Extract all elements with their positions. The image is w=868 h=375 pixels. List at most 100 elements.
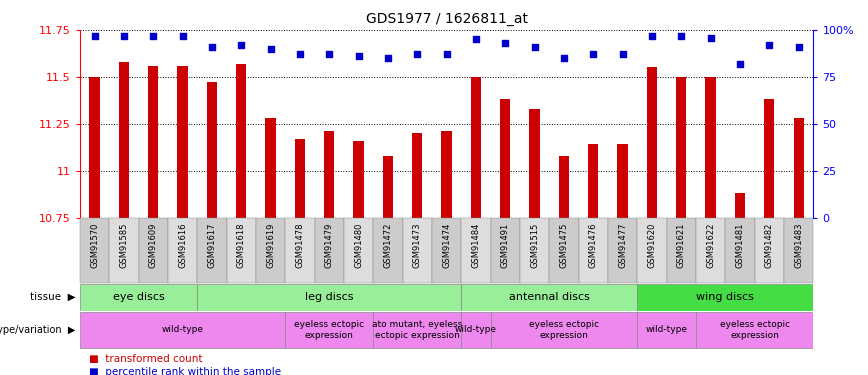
Bar — [754, 217, 784, 283]
Text: GSM91475: GSM91475 — [560, 223, 569, 268]
Bar — [637, 312, 696, 348]
Text: GSM91474: GSM91474 — [442, 223, 451, 268]
Bar — [470, 77, 481, 218]
Text: GSM91482: GSM91482 — [765, 223, 773, 268]
Bar — [412, 133, 423, 218]
Text: GSM91478: GSM91478 — [295, 223, 305, 268]
Bar — [266, 118, 276, 218]
Bar — [490, 217, 520, 283]
Text: GSM91484: GSM91484 — [471, 223, 480, 268]
Bar — [529, 109, 540, 217]
Point — [411, 51, 424, 57]
Text: wing discs: wing discs — [696, 292, 754, 302]
Text: wild-type: wild-type — [161, 326, 203, 334]
Bar — [647, 68, 657, 218]
Bar — [442, 131, 451, 218]
Bar — [80, 217, 109, 283]
Title: GDS1977 / 1626811_at: GDS1977 / 1626811_at — [365, 12, 528, 26]
Bar — [197, 217, 227, 283]
Point — [264, 46, 278, 52]
Text: wild-type: wild-type — [646, 326, 687, 334]
Bar — [735, 193, 745, 217]
Bar — [461, 284, 637, 310]
Bar — [667, 217, 696, 283]
Text: leg discs: leg discs — [305, 292, 353, 302]
Text: GSM91483: GSM91483 — [794, 223, 803, 268]
Bar — [520, 217, 549, 283]
Point — [762, 42, 776, 48]
Point — [205, 44, 219, 50]
Bar — [461, 217, 490, 283]
Text: GSM91621: GSM91621 — [677, 223, 686, 268]
Text: ■  transformed count: ■ transformed count — [89, 354, 202, 364]
Text: GSM91480: GSM91480 — [354, 223, 363, 268]
Point — [381, 55, 395, 61]
Bar — [579, 217, 608, 283]
Point — [322, 51, 336, 57]
Text: genotype/variation  ▶: genotype/variation ▶ — [0, 325, 76, 335]
Point — [792, 44, 806, 50]
Bar — [197, 284, 461, 310]
Point — [117, 33, 131, 39]
Point — [498, 40, 512, 46]
Bar — [617, 144, 628, 218]
Point — [645, 33, 659, 39]
Bar — [696, 217, 726, 283]
Bar — [432, 217, 461, 283]
Bar — [344, 217, 373, 283]
Bar — [168, 217, 197, 283]
Point — [439, 51, 453, 57]
Text: GSM91481: GSM91481 — [735, 223, 745, 268]
Bar — [177, 66, 187, 218]
Text: GSM91585: GSM91585 — [120, 223, 128, 268]
Bar — [119, 62, 129, 217]
Bar — [706, 77, 716, 218]
Bar — [784, 217, 813, 283]
Text: GSM91618: GSM91618 — [237, 223, 246, 268]
Point — [704, 34, 718, 40]
Text: GSM91491: GSM91491 — [501, 223, 510, 268]
Bar — [490, 312, 637, 348]
Text: GSM91617: GSM91617 — [207, 223, 216, 268]
Text: eye discs: eye discs — [113, 292, 164, 302]
Bar — [559, 156, 569, 218]
Point — [469, 36, 483, 42]
Bar — [726, 217, 754, 283]
Bar — [676, 77, 687, 218]
Point — [175, 33, 189, 39]
Point — [528, 44, 542, 50]
Bar — [373, 217, 403, 283]
Bar — [236, 64, 247, 217]
Bar — [549, 217, 579, 283]
Point — [674, 33, 688, 39]
Point — [586, 51, 600, 57]
Bar — [793, 118, 804, 218]
Bar — [403, 217, 432, 283]
Text: tissue  ▶: tissue ▶ — [30, 292, 76, 302]
Point — [615, 51, 629, 57]
Bar — [314, 217, 344, 283]
Bar — [89, 77, 100, 218]
Bar — [80, 312, 286, 348]
Text: eyeless ectopic
expression: eyeless ectopic expression — [720, 320, 790, 340]
Text: wild-type: wild-type — [455, 326, 496, 334]
Text: GSM91476: GSM91476 — [589, 223, 598, 268]
Point — [234, 42, 248, 48]
Text: GSM91473: GSM91473 — [413, 223, 422, 268]
Point — [733, 61, 746, 67]
Text: GSM91515: GSM91515 — [530, 223, 539, 268]
Bar — [227, 217, 256, 283]
Bar — [353, 141, 364, 218]
Text: eyeless ectopic
expression: eyeless ectopic expression — [294, 320, 365, 340]
Text: antennal discs: antennal discs — [509, 292, 589, 302]
Bar — [207, 82, 217, 218]
Bar — [286, 312, 373, 348]
Text: ■  percentile rank within the sample: ■ percentile rank within the sample — [89, 367, 280, 375]
Text: GSM91616: GSM91616 — [178, 223, 187, 268]
Text: GSM91477: GSM91477 — [618, 223, 627, 268]
Bar — [324, 131, 334, 218]
Bar — [637, 284, 813, 310]
Point — [293, 51, 306, 57]
Point — [557, 55, 571, 61]
Text: GSM91609: GSM91609 — [148, 223, 158, 268]
